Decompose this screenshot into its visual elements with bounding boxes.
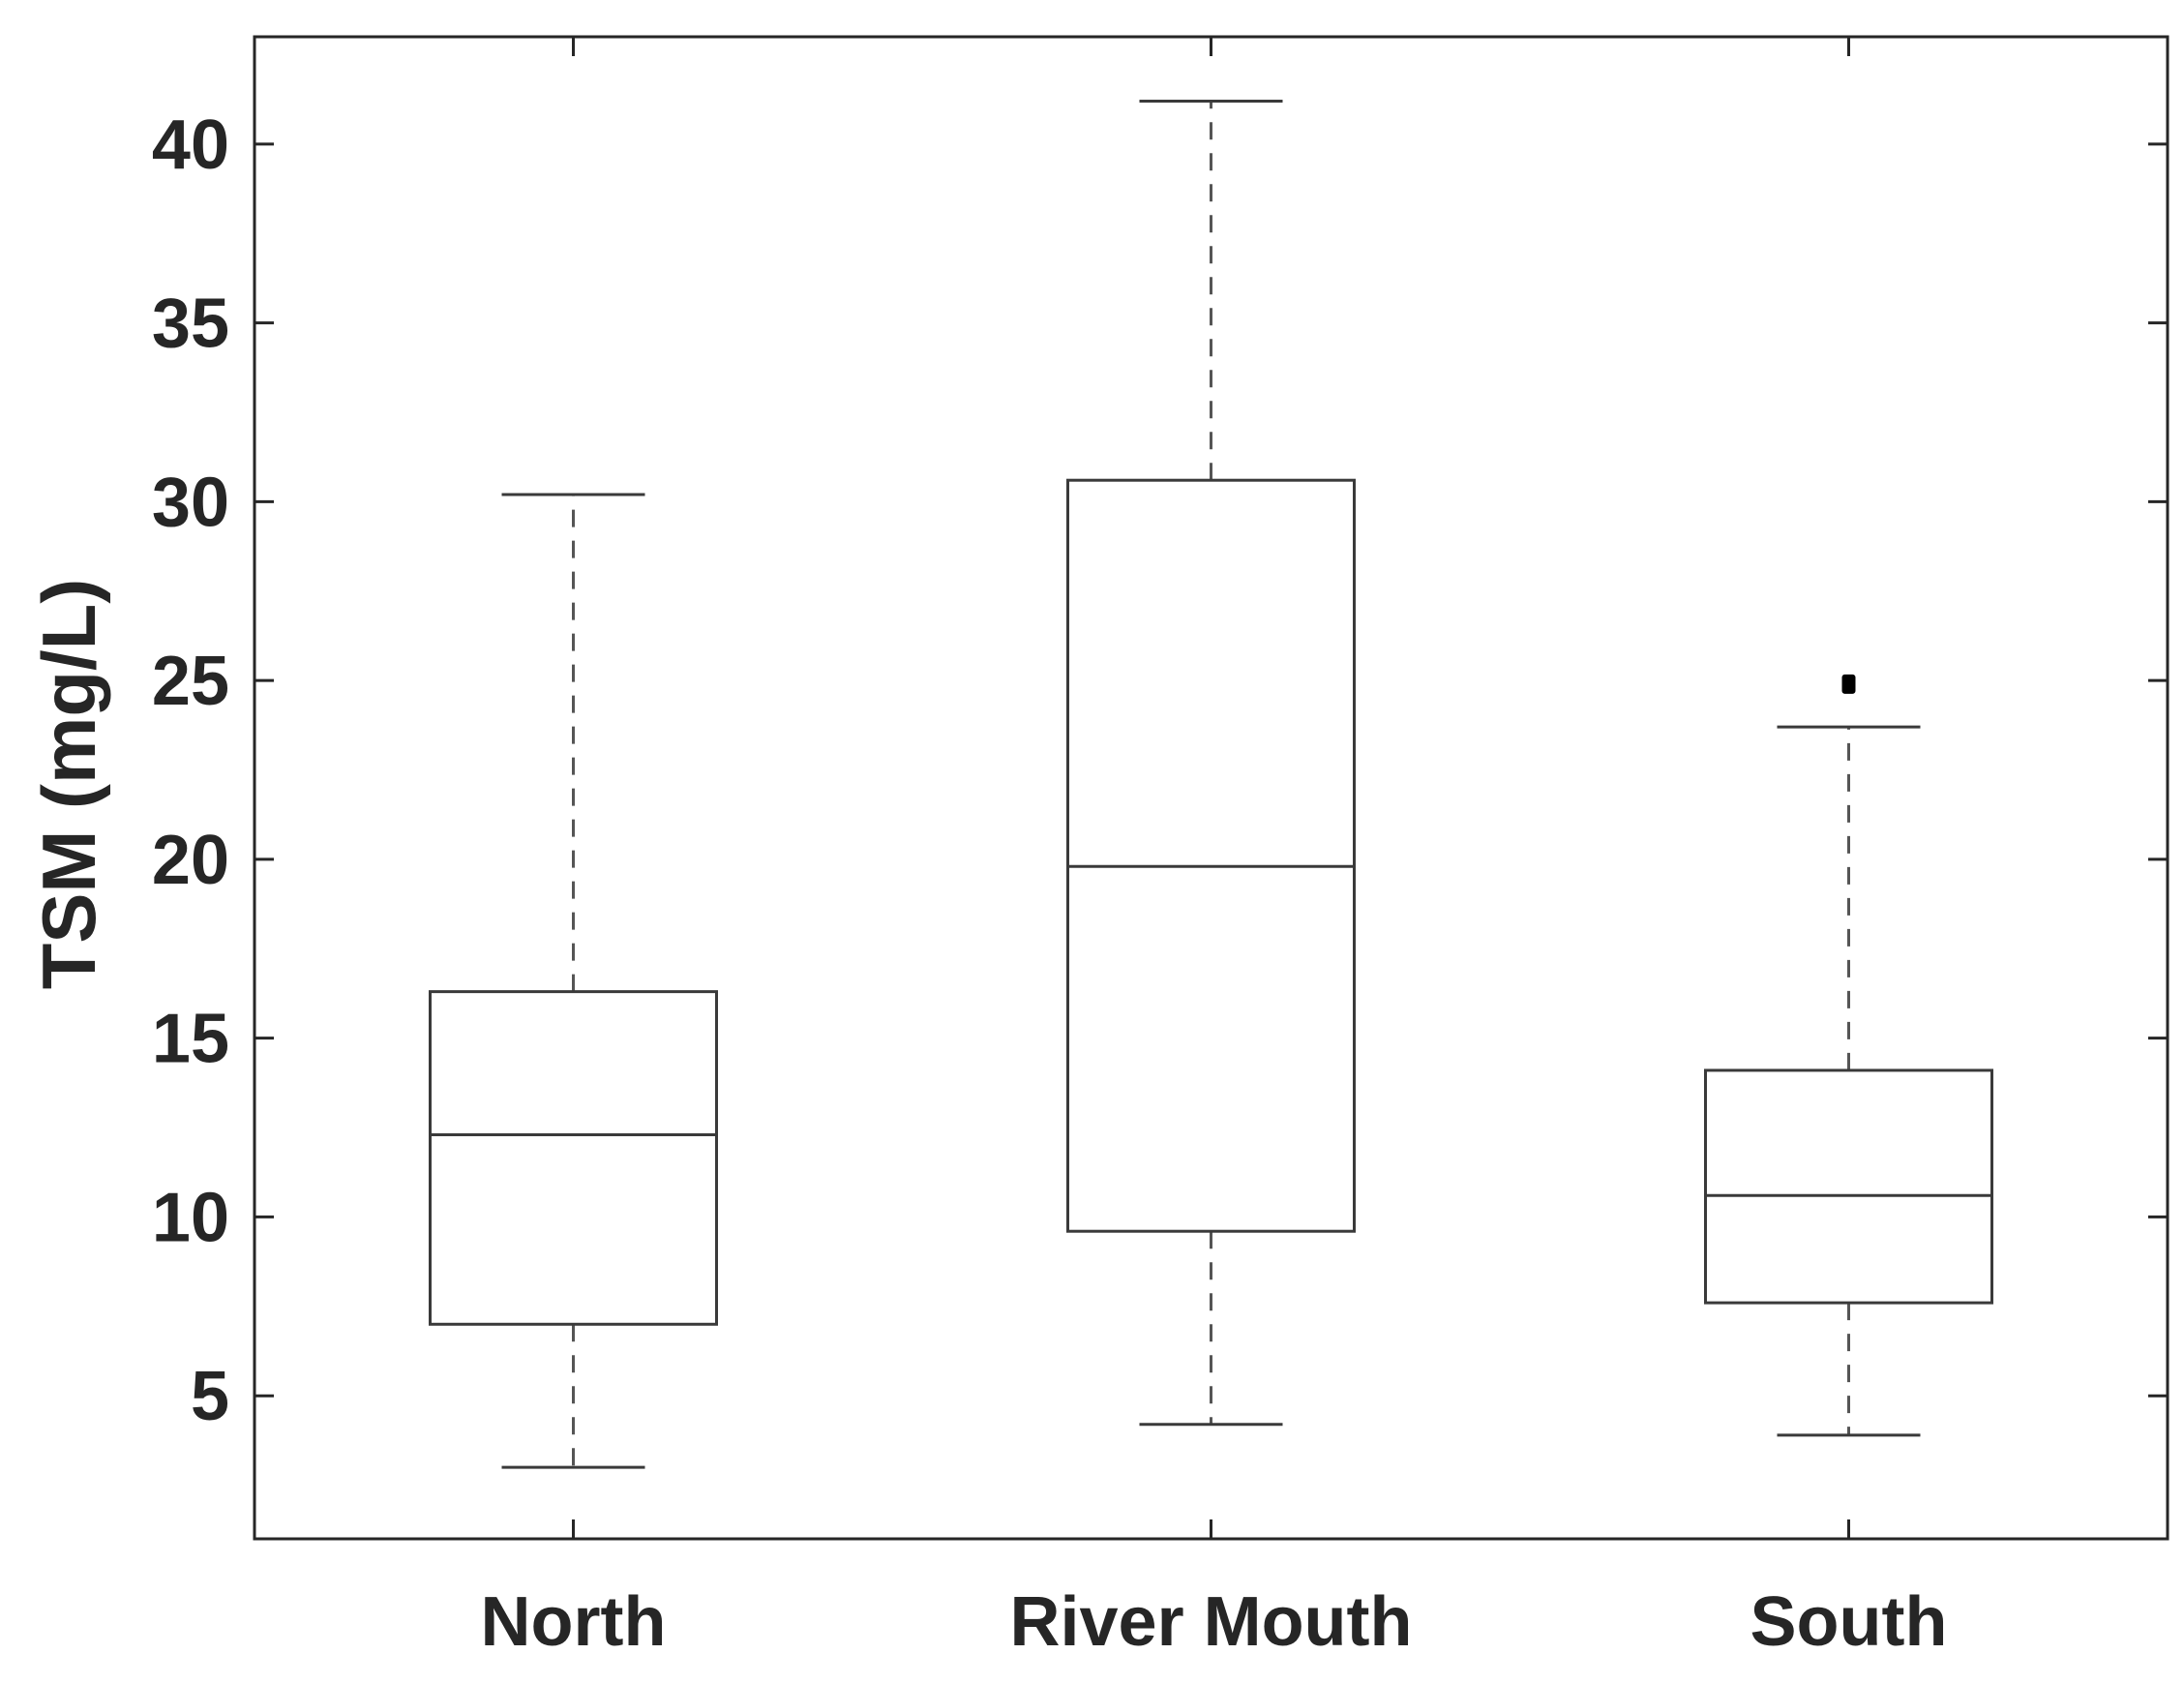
- box-series: [429, 100, 1993, 1469]
- y-tick-label: 30: [152, 464, 229, 541]
- y-tick-label: 5: [191, 1358, 229, 1435]
- y-tick-label: 20: [152, 822, 229, 899]
- x-axis-ticks: North River Mouth South: [481, 37, 1948, 1661]
- x-tick-label: River Mouth: [1009, 1583, 1412, 1661]
- x-tick-label: South: [1750, 1583, 1948, 1661]
- outlier-point: [1841, 674, 1856, 694]
- y-tick-label: 10: [152, 1179, 229, 1256]
- iqr-box: [429, 990, 718, 1326]
- y-tick-label: 25: [152, 643, 229, 720]
- y-tick-label: 35: [152, 286, 229, 363]
- box-river-mouth: [1066, 100, 1356, 1427]
- iqr-box: [1066, 478, 1356, 1233]
- y-axis-title: TSM (mg/L): [26, 579, 111, 990]
- iqr-box: [1704, 1068, 1993, 1305]
- y-tick-label: 40: [152, 106, 229, 184]
- y-tick-label: 15: [152, 1001, 229, 1078]
- x-tick-label: North: [481, 1583, 667, 1661]
- box-north: [429, 493, 718, 1469]
- y-axis-ticks: 5 10 15 20 25 30 35 40: [152, 106, 2168, 1435]
- box-south: [1704, 674, 1993, 1437]
